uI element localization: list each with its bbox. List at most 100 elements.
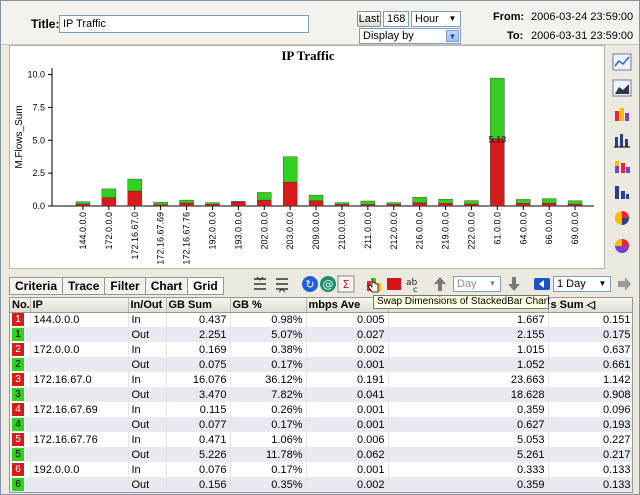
forward-icon[interactable]	[615, 275, 633, 293]
bar-out[interactable]	[334, 202, 350, 205]
bar-in[interactable]	[334, 204, 350, 207]
bar-in[interactable]	[179, 202, 194, 207]
collapse-columns-icon[interactable]	[273, 275, 291, 293]
to-datetime[interactable]: 2006-03-31 23:59:00	[531, 30, 634, 42]
results-grid[interactable]: No. IP In/Out GB Sum GB % mbps Ave s Sum…	[9, 297, 633, 493]
bar-out[interactable]	[257, 192, 272, 201]
bar-out[interactable]	[127, 178, 142, 192]
cell-mbps-ave: 0.001	[306, 357, 389, 372]
bar-out[interactable]	[231, 201, 246, 203]
bar-in[interactable]	[541, 202, 557, 207]
tab-chart[interactable]: Chart	[144, 277, 189, 295]
table-row[interactable]: 6 Out 0.156 0.35% 0.002 0.359 0.133	[10, 477, 632, 492]
3d-pie-chart-icon[interactable]	[612, 237, 632, 255]
table-row[interactable]: 3 172.16.67.0 In 16.076 36.12% 0.191 23.663 1.1…	[10, 372, 632, 387]
bar-out[interactable]	[75, 201, 91, 205]
arrow-up-icon[interactable]	[431, 275, 449, 293]
bar-in[interactable]	[516, 203, 531, 207]
bar-out[interactable]	[412, 196, 427, 203]
area-chart-icon[interactable]	[612, 79, 632, 97]
column-header-mbps-ave[interactable]: mbps Ave	[306, 298, 389, 313]
bar-out[interactable]	[490, 77, 505, 139]
bar-in[interactable]	[386, 204, 401, 207]
bar-in[interactable]	[101, 197, 117, 207]
title-input[interactable]: IP Traffic	[59, 15, 309, 33]
display-by-value: Display by	[363, 30, 414, 42]
bar-in[interactable]	[282, 181, 298, 207]
table-row[interactable]: 4 Out 0.077 0.17% 0.001 0.627 0.193	[10, 417, 632, 432]
bar-in[interactable]	[257, 199, 272, 207]
bar-in[interactable]	[490, 138, 505, 207]
table-row[interactable]: 1 144.0.0.0 In 0.437 0.98% 0.005 1.667 0.151	[10, 312, 632, 327]
stacked-bar-chart-icon[interactable]	[612, 157, 632, 175]
bar-out[interactable]	[464, 200, 479, 205]
spellcheck-icon[interactable]: abc	[405, 275, 423, 293]
from-datetime[interactable]: 2006-03-24 23:59:00	[531, 11, 634, 23]
bar-out[interactable]	[360, 200, 376, 205]
bar-out[interactable]	[386, 202, 401, 205]
display-by-select[interactable]: Display by ▼	[359, 28, 461, 44]
line-chart-icon[interactable]	[612, 53, 632, 71]
table-row[interactable]: 1 Out 2.251 5.07% 0.027 2.155 0.175	[10, 327, 632, 342]
arrow-down-icon[interactable]	[505, 275, 523, 293]
table-row[interactable]: 2 172.0.0.0 In 0.169 0.38% 0.002 1.015 0.637	[10, 342, 632, 357]
bar-in[interactable]	[412, 202, 427, 207]
bar-in[interactable]	[308, 200, 324, 207]
row-number-badge: 6	[12, 463, 24, 476]
bar-out[interactable]	[541, 198, 557, 204]
period-select[interactable]: 1 Day ▼	[553, 276, 611, 292]
table-row[interactable]: 5 Out 5.226 11.78% 0.062 5.261 0.217	[10, 447, 632, 462]
tab-grid[interactable]: Grid	[187, 277, 224, 295]
expand-columns-icon[interactable]	[251, 275, 269, 293]
cell-no: 4	[10, 402, 31, 417]
column-header-gb-percent[interactable]: GB %	[230, 298, 307, 313]
bar-out[interactable]	[282, 156, 298, 183]
bar-out[interactable]	[308, 194, 324, 201]
bar-in[interactable]	[205, 204, 220, 207]
bar-in[interactable]	[360, 204, 376, 207]
bar-in[interactable]	[231, 201, 246, 207]
bar-in[interactable]	[127, 190, 142, 207]
table-row[interactable]: 5 172.16.67.76 In 0.471 1.06% 0.006 5.053 0.227	[10, 432, 632, 447]
bar-in[interactable]	[567, 203, 583, 207]
bar-in[interactable]	[438, 203, 453, 207]
bar-in[interactable]	[75, 203, 91, 207]
column-header-no[interactable]: No.	[10, 298, 31, 313]
tab-trace[interactable]: Trace	[62, 277, 106, 295]
back-icon[interactable]	[533, 275, 551, 293]
table-row[interactable]: 4 172.16.67.69 In 0.115 0.26% 0.001 0.359 0.096	[10, 402, 632, 417]
column-header-ip[interactable]: IP	[30, 298, 129, 313]
bar-out[interactable]	[101, 188, 117, 198]
tab-criteria[interactable]: Criteria	[9, 277, 64, 295]
pie-chart-icon[interactable]	[612, 209, 632, 227]
query-icon[interactable]: @	[319, 275, 337, 293]
day-select[interactable]: Day ▼	[453, 276, 501, 292]
table-row[interactable]: 6 192.0.0.0 In 0.076 0.17% 0.001 0.333 0.133	[10, 462, 632, 477]
bar-out[interactable]	[205, 202, 220, 205]
3d-bar-chart-icon[interactable]	[612, 105, 632, 123]
cell-s-sum: 0.133	[548, 477, 632, 492]
column-header-s-sum[interactable]: s Sum ◁	[548, 298, 632, 313]
x-tick-label: 144.0.0.0	[78, 212, 88, 250]
stacked-bar-chart[interactable]: 0.0 2.5 5.0 7.5 10.0 M.Flows_Sum 144.0.0.0 172.…	[10, 46, 606, 270]
tab-filter[interactable]: Filter	[104, 277, 146, 295]
last-button[interactable]: Last	[357, 11, 381, 27]
column-chart-icon[interactable]	[612, 183, 632, 201]
table-row[interactable]: 2 Out 0.075 0.17% 0.001 1.052 0.661	[10, 357, 632, 372]
unit-select[interactable]: Hour ▼	[411, 11, 461, 27]
bar-out[interactable]	[153, 201, 168, 205]
bar-out[interactable]	[567, 200, 583, 205]
column-header-in-out[interactable]: In/Out	[128, 298, 167, 313]
bar-out[interactable]	[516, 199, 531, 204]
sum-icon[interactable]: Σ	[337, 275, 355, 293]
bar-out[interactable]	[179, 199, 194, 204]
refresh-icon[interactable]: ↻	[301, 275, 319, 293]
bar-out[interactable]	[438, 198, 453, 204]
last-count-field[interactable]: 168	[383, 11, 409, 27]
cell-s-sum: 0.908	[548, 387, 632, 402]
stop-icon[interactable]	[385, 275, 403, 293]
bar-chart-icon[interactable]	[612, 131, 632, 149]
column-header-gb-sum[interactable]: GB Sum	[166, 298, 231, 313]
bar-in[interactable]	[464, 203, 479, 207]
table-row[interactable]: 3 Out 3.470 7.82% 0.041 18.628 0.908	[10, 387, 632, 402]
